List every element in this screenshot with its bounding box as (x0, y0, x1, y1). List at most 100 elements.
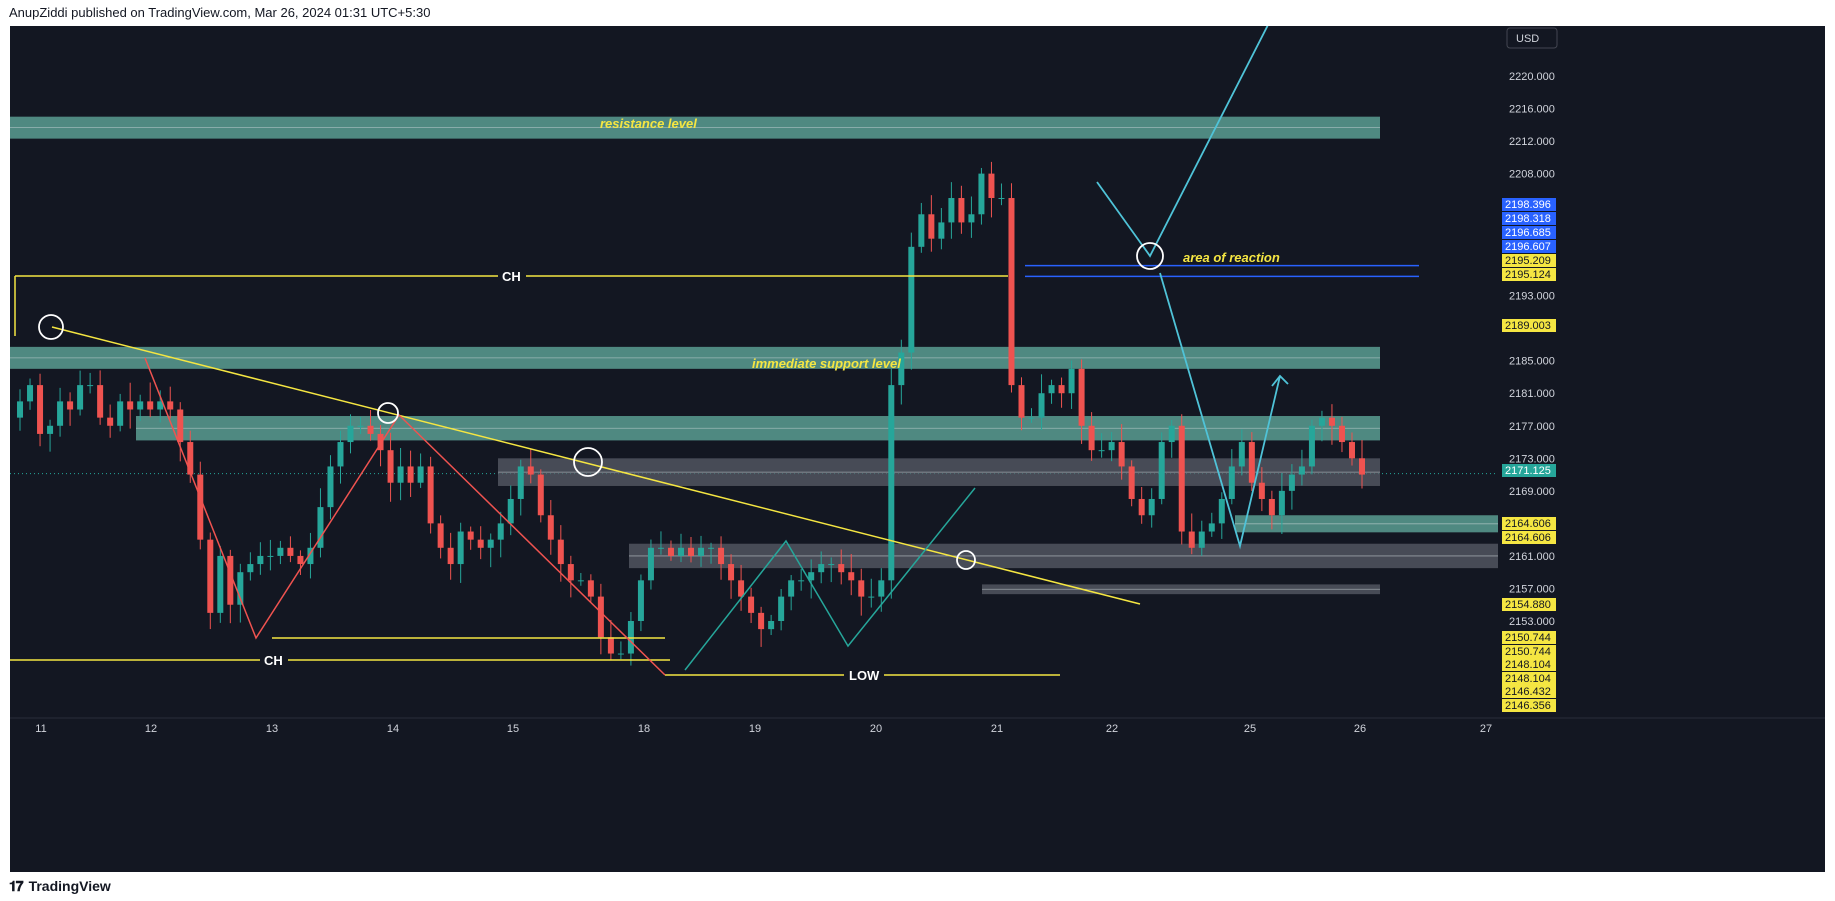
price-axis-bg (1498, 26, 1825, 872)
candle-body (1098, 450, 1105, 452)
tradingview-logo[interactable]: 𝟏𝟕 TradingView (9, 872, 111, 901)
candle-body (447, 547, 454, 565)
candle-body (307, 547, 314, 565)
price-tick: 2220.000 (1509, 71, 1555, 83)
candle-body (607, 637, 614, 654)
candle-body (898, 352, 905, 386)
candle-body (197, 474, 204, 540)
highlight-circle (956, 550, 976, 570)
candle-body (177, 409, 184, 443)
candle-body (347, 425, 354, 443)
price-label-bg (1502, 268, 1556, 281)
candle-body (567, 564, 574, 581)
candle-body (808, 572, 815, 581)
candle-body (1188, 531, 1195, 548)
price-label: 2146.432 (1505, 686, 1551, 698)
candle-body (768, 621, 775, 630)
price-label: 2164.606 (1505, 518, 1551, 530)
candle-body (287, 547, 294, 556)
price-label-bg (1502, 319, 1556, 332)
low-label: LOW (849, 668, 880, 683)
time-tick-22: 22 (1106, 723, 1118, 735)
footer: 𝟏𝟕 TradingView (0, 872, 1835, 901)
candle-body (708, 547, 715, 549)
candle-body (457, 531, 464, 565)
candle-body (157, 401, 164, 410)
candle-body (1218, 498, 1225, 524)
currency-button[interactable]: USD (1516, 33, 1539, 45)
time-tick-15: 15 (507, 723, 519, 735)
price-label-bg (1502, 198, 1556, 211)
bearish-zigzag (144, 357, 666, 676)
candle-body (87, 385, 94, 387)
candle-body (1238, 442, 1245, 467)
candle-body (147, 401, 154, 410)
projection-up (1096, 20, 1271, 258)
price-label: 2198.396 (1505, 199, 1551, 211)
candle-body (698, 547, 705, 556)
candle-body (637, 580, 644, 621)
candle-body (247, 564, 254, 573)
candle-body (1008, 198, 1015, 386)
support-label: immediate support level (752, 356, 901, 371)
currency-button-frame (1506, 27, 1558, 49)
ch-bottom-label-bg (260, 652, 288, 668)
candle-body (337, 442, 344, 467)
brand-label: TradingView (28, 878, 111, 894)
published-text: AnupZiddi published on TradingView.com, … (9, 5, 431, 20)
candle-body (1028, 417, 1035, 419)
candle-body (1148, 498, 1155, 516)
price-label: 2196.685 (1505, 227, 1551, 239)
bullish-zigzag (684, 487, 976, 671)
candle-body (537, 474, 544, 516)
price-tick: 2208.000 (1509, 169, 1555, 181)
projection-path (1159, 272, 1281, 550)
highlight-circle (1136, 242, 1164, 270)
candle-body (507, 498, 514, 524)
candle-body (1178, 425, 1185, 532)
candle-body (1278, 490, 1285, 516)
time-axis-bg (10, 718, 1825, 740)
candle-body (297, 555, 304, 565)
price-label-bg (1502, 685, 1556, 698)
time-tick-12: 12 (145, 723, 157, 735)
price-label-bg (1502, 658, 1556, 671)
chart-svg[interactable]: resistance level immediate support level a… (10, 20, 1825, 872)
price-tick: 2157.000 (1509, 583, 1555, 595)
candle-body (838, 564, 845, 573)
price-label: 2195.124 (1505, 269, 1551, 281)
time-axis[interactable]: 11 12 13 14 15 18 19 20 21 22 25 26 27 (10, 717, 1825, 740)
candle-body (37, 385, 44, 434)
candle-body (137, 401, 144, 410)
candle-body (267, 555, 274, 557)
price-label-bg (1502, 254, 1556, 267)
ch-top-label: CH (502, 269, 521, 284)
candle-body (1038, 393, 1045, 418)
time-tick-18: 18 (638, 723, 650, 735)
candle-body (587, 580, 594, 597)
candle-body (868, 596, 875, 598)
candle-body (888, 385, 895, 581)
price-label: 2189.003 (1505, 320, 1551, 332)
candle-body (237, 572, 244, 605)
candle-body (1338, 425, 1345, 443)
candle-body (317, 507, 324, 548)
candle-body (1048, 385, 1055, 394)
price-label-bg (1502, 672, 1556, 685)
chart-area[interactable]: resistance level immediate support level a… (10, 20, 1825, 872)
price-label: 2146.356 (1505, 700, 1551, 712)
price-label-bg (1502, 699, 1556, 712)
candle-body (667, 547, 674, 556)
price-axis[interactable]: USD 2220.000 2216.000 2212.000 2208.000 2193.… (1498, 26, 1825, 872)
candle-body (1208, 523, 1215, 532)
candle-body (387, 450, 394, 483)
highlight-circle (377, 402, 399, 424)
candle-body (938, 222, 945, 239)
price-tick: 2181.000 (1509, 388, 1555, 400)
price-label-bg (1502, 240, 1556, 253)
candle-body (207, 539, 214, 613)
candle-body (1328, 417, 1335, 426)
price-label: 2195.209 (1505, 255, 1551, 267)
candle-body (978, 173, 985, 215)
price-tick: 2212.000 (1509, 136, 1555, 148)
